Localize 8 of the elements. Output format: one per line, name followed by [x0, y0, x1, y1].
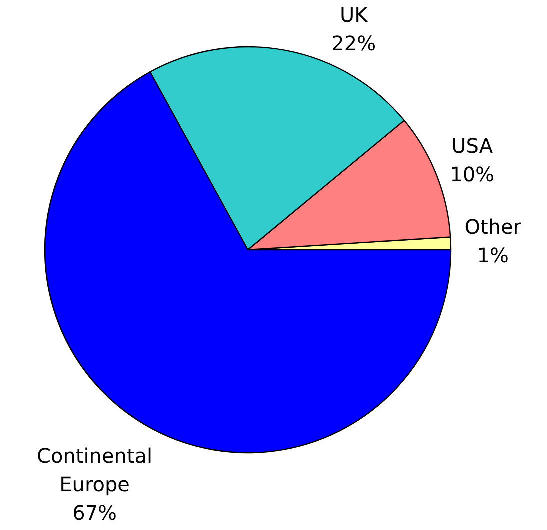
slice-label: USA — [452, 134, 494, 158]
slice-label: Continental Europe — [37, 444, 153, 496]
data-label: 1% — [477, 244, 509, 268]
data-label: 10% — [450, 162, 495, 186]
data-label: 22% — [332, 32, 376, 56]
data-label: 67% — [72, 501, 118, 525]
slice-label: UK — [340, 3, 369, 27]
slice-label: Other — [464, 215, 522, 240]
